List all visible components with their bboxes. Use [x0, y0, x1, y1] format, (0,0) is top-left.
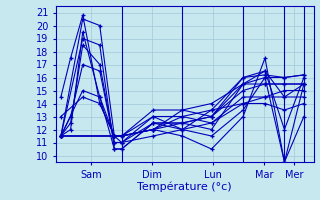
- X-axis label: Température (°c): Température (°c): [138, 181, 232, 192]
